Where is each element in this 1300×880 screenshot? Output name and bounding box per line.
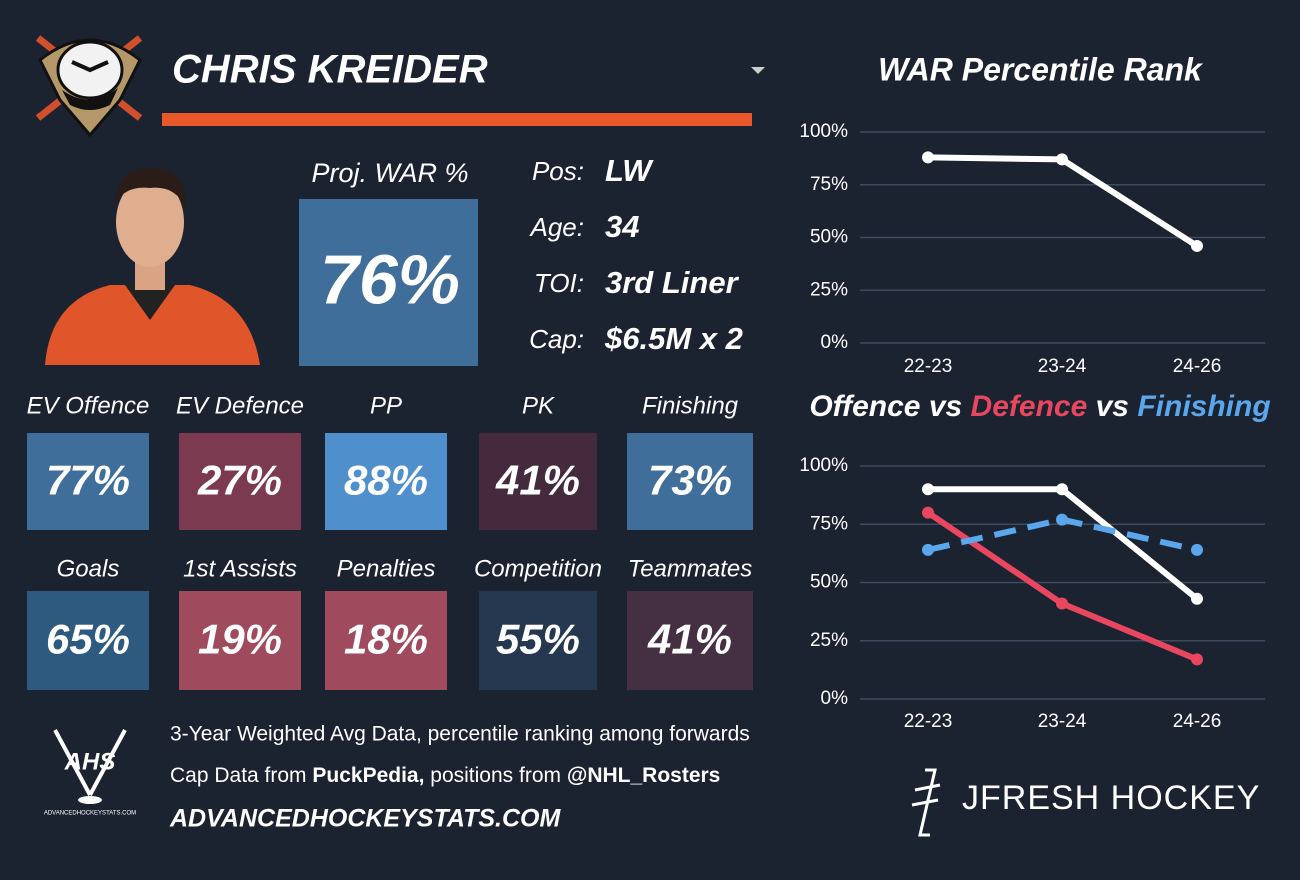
y-tick-label: 0% bbox=[821, 688, 849, 709]
y-tick-label: 25% bbox=[810, 279, 848, 300]
y-tick-label: 50% bbox=[810, 572, 848, 593]
point bbox=[1191, 543, 1203, 556]
player-photo bbox=[45, 167, 260, 365]
x-tick-label: 23-24 bbox=[1038, 356, 1087, 377]
point bbox=[1056, 513, 1068, 526]
title-separator: vs bbox=[1096, 390, 1129, 423]
tile-value: 65% bbox=[46, 616, 130, 663]
footer-url[interactable]: ADVANCEDHOCKEYSTATS.COM bbox=[169, 805, 561, 833]
credit-part: @NHL_Rosters bbox=[567, 764, 721, 787]
x-tick-label: 24-26 bbox=[1173, 711, 1222, 732]
bio-label: Pos: bbox=[532, 156, 584, 186]
point bbox=[1191, 239, 1203, 252]
y-tick-label: 75% bbox=[810, 174, 848, 195]
tile-label: EV Defence bbox=[176, 392, 304, 419]
line-chart: 0% 25% 50% 75% 100% 22-23 23-24 24-26 WAR Percen… bbox=[799, 51, 1265, 377]
x-tick-label: 22-23 bbox=[904, 356, 953, 377]
proj-label: Proj. WAR % bbox=[311, 158, 468, 188]
chart-title: Offence vs Defence vs Finishing bbox=[809, 390, 1270, 423]
tile-box bbox=[27, 591, 149, 690]
point bbox=[1191, 653, 1203, 666]
point bbox=[922, 506, 934, 519]
tile-value: 19% bbox=[198, 616, 282, 663]
tile-value: 27% bbox=[197, 457, 282, 504]
chart-title: WAR Percentile Rank bbox=[878, 51, 1204, 87]
point bbox=[1056, 597, 1068, 610]
tile-box bbox=[479, 433, 597, 530]
bio-value: $6.5M x 2 bbox=[604, 321, 743, 356]
bio-label: Cap: bbox=[529, 324, 584, 354]
bio-value: 3rd Liner bbox=[605, 265, 740, 300]
tile-label: EV Offence bbox=[27, 392, 150, 419]
tile-value: 41% bbox=[495, 457, 580, 504]
dropdown-arrow[interactable] bbox=[751, 67, 765, 74]
tile-box bbox=[479, 591, 597, 690]
name-underline bbox=[162, 113, 752, 126]
footer-credits: Cap Data from PuckPedia, positions from … bbox=[170, 764, 720, 787]
y-tick-label: 100% bbox=[799, 121, 848, 142]
proj-value: 76% bbox=[320, 240, 460, 318]
point bbox=[1056, 153, 1068, 166]
bio-value: LW bbox=[605, 153, 654, 188]
point bbox=[922, 483, 934, 496]
bio-label: Age: bbox=[529, 212, 585, 242]
tile-label: Competition bbox=[474, 555, 602, 582]
tile-value: 88% bbox=[344, 457, 428, 504]
tile-label: PP bbox=[370, 392, 402, 419]
tile-label: Finishing bbox=[642, 392, 739, 419]
x-tick-label: 24-26 bbox=[1173, 356, 1222, 377]
tile-value: 77% bbox=[46, 457, 130, 504]
brand: JFRESH HOCKEY bbox=[962, 779, 1260, 817]
line-chart: 0% 25% 50% 75% 100% 22-23 23-24 24-26 Offence vs… bbox=[799, 390, 1270, 732]
ahs-logo-text: AHS bbox=[64, 748, 116, 775]
bio-value: 34 bbox=[605, 209, 639, 244]
player-name: CHRIS KREIDER bbox=[172, 48, 488, 92]
tile-label: PK bbox=[522, 392, 555, 419]
y-tick-label: 50% bbox=[810, 227, 848, 248]
footer-note: 3-Year Weighted Avg Data, percentile ran… bbox=[170, 723, 750, 746]
x-tick-label: 22-23 bbox=[904, 711, 953, 732]
credit-part: Cap Data from bbox=[170, 764, 312, 787]
bio: Pos: LW Age: 34 TOI: 3rd Liner Cap: $6.5M x 2 bbox=[529, 153, 743, 356]
tile-box bbox=[179, 591, 301, 690]
tile-label: 1st Assists bbox=[183, 555, 297, 582]
point bbox=[1056, 483, 1068, 496]
ahs-logo: AHS ADVANCEDHOCKEYSTATS.COM bbox=[44, 729, 136, 817]
x-tick-label: 23-24 bbox=[1038, 711, 1087, 732]
tile-box bbox=[627, 433, 753, 530]
tile-label: Teammates bbox=[628, 555, 753, 582]
title-separator: vs bbox=[929, 390, 962, 423]
legend-entry: Defence bbox=[971, 390, 1088, 423]
y-tick-label: 25% bbox=[810, 630, 848, 651]
team-logo bbox=[35, 35, 143, 138]
y-tick-label: 100% bbox=[799, 455, 848, 476]
ahs-caption: ADVANCEDHOCKEYSTATS.COM bbox=[44, 811, 136, 817]
legend-entry: Finishing bbox=[1137, 390, 1270, 423]
tile-box bbox=[179, 433, 301, 530]
tile-value: 55% bbox=[496, 616, 580, 663]
tile-value: 73% bbox=[648, 457, 732, 504]
point bbox=[922, 543, 934, 556]
jfresh-logo bbox=[911, 768, 941, 837]
tile-box bbox=[627, 591, 753, 690]
point bbox=[922, 151, 934, 164]
tile-value: 41% bbox=[647, 616, 732, 663]
bio-label: TOI: bbox=[534, 268, 584, 298]
point bbox=[1191, 592, 1203, 605]
legend-entry: Offence bbox=[809, 390, 920, 423]
credit-part: positions from bbox=[424, 764, 566, 787]
tiles: EV Offence 77% EV Defence 27% PP 88% PK 41% Fini… bbox=[27, 392, 753, 690]
y-tick-label: 0% bbox=[821, 332, 849, 353]
tile-label: Penalties bbox=[337, 555, 436, 582]
tile-box bbox=[325, 433, 447, 530]
credit-part: PuckPedia, bbox=[312, 764, 424, 787]
tile-value: 18% bbox=[344, 616, 428, 663]
y-tick-label: 75% bbox=[810, 513, 848, 534]
proj-box bbox=[299, 199, 478, 366]
tile-box bbox=[27, 433, 149, 530]
tile-box bbox=[325, 591, 447, 690]
tile-label: Goals bbox=[57, 555, 120, 582]
